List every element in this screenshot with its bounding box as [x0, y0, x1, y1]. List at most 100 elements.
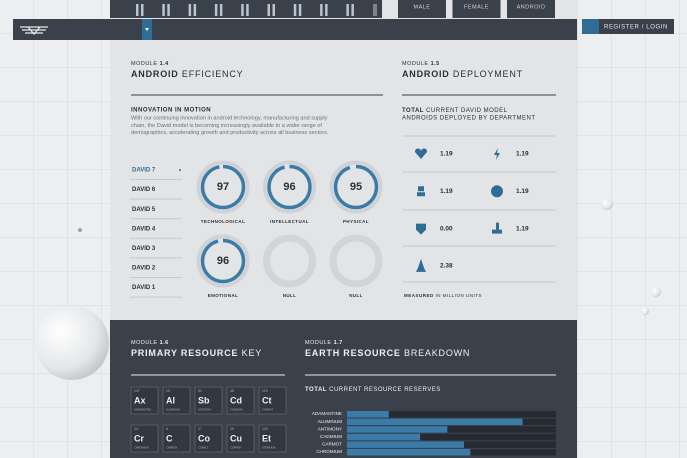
element-number: 29: [230, 427, 234, 431]
dropdown-arrow: [145, 28, 149, 31]
sphere: [35, 306, 109, 380]
main-panel: [110, 0, 577, 320]
element-symbol: Ax: [134, 395, 146, 405]
element-tile: [162, 424, 191, 453]
thumbnail: [214, 4, 218, 16]
element-name: CARBON: [166, 446, 177, 450]
element-number: 51: [198, 389, 202, 393]
element-tile: [130, 424, 159, 453]
gauge-track: [196, 160, 250, 214]
model-item[interactable]: DAVID 3: [132, 246, 156, 252]
element-name: ALUMINUM: [166, 408, 180, 412]
gender-button[interactable]: [398, 0, 446, 18]
gauge-label: NULL: [349, 293, 363, 298]
element-number: 119: [262, 389, 268, 393]
bar: [347, 441, 465, 448]
login-icon: [582, 19, 599, 34]
thumbnail: [136, 4, 139, 16]
element-name: COPPER: [230, 446, 241, 450]
element-name: ANTIMONY: [198, 408, 212, 412]
model-item[interactable]: DAVID 7: [132, 168, 156, 174]
section-heading: ANDROIDS DEPLOYED BY DEPARTMENT: [402, 116, 536, 122]
element-symbol: Et: [262, 433, 271, 443]
gauge-value: 96: [283, 181, 295, 193]
gauge-track: [263, 160, 316, 214]
thumbnail-strip: [110, 0, 382, 18]
thumbnail: [351, 4, 354, 16]
footnote: MEASURED IN MILLION UNITS: [404, 293, 482, 298]
module-label-part: MODULE: [131, 61, 158, 67]
bar: [347, 418, 523, 426]
chart-subtitle-part: TOTAL: [305, 387, 327, 393]
gauge-arc: [333, 164, 379, 210]
thumbnail: [167, 4, 170, 16]
gender-button[interactable]: [507, 0, 555, 18]
logo: [20, 26, 48, 35]
gauge-arc: [200, 238, 246, 284]
bar-label: ADAMANTINE: [312, 411, 342, 416]
header-bar: [13, 19, 577, 40]
gauge-label: EMOTIONAL: [208, 293, 239, 298]
module-title-part: DEPLOYMENT: [453, 69, 523, 79]
gauge-value: 96: [217, 255, 229, 267]
model-item[interactable]: DAVID 4: [132, 226, 156, 232]
thumbnail: [246, 4, 249, 16]
element-tile: [130, 386, 159, 415]
module-label-part: 1.6: [160, 340, 169, 346]
bar-track: [347, 411, 556, 418]
module-label-part: MODULE: [305, 340, 332, 346]
element-number: 147: [134, 389, 140, 393]
model-item[interactable]: DAVID 6: [132, 187, 156, 193]
model-item[interactable]: DAVID 1: [132, 285, 156, 291]
bar-label: ANTIMONY: [318, 426, 342, 431]
model-item[interactable]: DAVID 2: [132, 266, 156, 272]
module-label-part: 1.5: [431, 61, 440, 67]
element-tile: [194, 424, 223, 453]
thumbnail: [325, 4, 328, 16]
gauge-label: TECHNOLOGICAL: [201, 219, 245, 224]
element-number: 48: [230, 389, 234, 393]
module-title-part: EARTH RESOURCE: [305, 348, 401, 358]
thumbnail: [188, 4, 192, 16]
module-label: MODULE 1.7: [305, 340, 343, 346]
thumbnail: [272, 4, 275, 16]
bar-label: ALUMINUM: [317, 419, 342, 424]
module-title-part: ANDROID: [131, 69, 179, 79]
element-tile: [258, 424, 287, 453]
department-value: 2.38: [440, 263, 453, 270]
module-label-part: 1.7: [334, 340, 343, 346]
gauge-value: 95: [350, 181, 362, 193]
element-name: CADMIUM: [230, 408, 242, 412]
thumbnail: [219, 4, 223, 16]
chart-subtitle-part: CURRENT RESOURCE RESERVES: [329, 387, 441, 393]
bar-track: [347, 426, 556, 433]
thumbnail: [193, 4, 197, 16]
gender-label: MALE: [414, 4, 431, 10]
department-value: 1.19: [440, 188, 453, 195]
sphere: [601, 198, 613, 210]
department-value: 1.19: [440, 151, 453, 158]
thumbnail: [320, 4, 323, 16]
model-item[interactable]: DAVID 5: [132, 207, 156, 213]
element-tile: [226, 386, 255, 415]
body-text: demographics, accelerating growth and pr…: [131, 130, 329, 136]
element-number: 120: [262, 427, 268, 431]
gender-button[interactable]: [452, 0, 501, 18]
element-symbol: C: [166, 433, 173, 443]
gauge-arc: [267, 164, 312, 210]
department-value: 1.19: [516, 225, 529, 232]
gauge-track: [263, 234, 316, 288]
thumbnail: [346, 4, 349, 16]
login-button[interactable]: [582, 19, 674, 34]
thumbnail: [298, 4, 302, 16]
module-title: ANDROID EFFICIENCY: [131, 69, 243, 79]
element-number: 24: [134, 427, 138, 431]
department-value: 1.19: [516, 151, 529, 158]
department-icon: [416, 223, 426, 235]
content: MALE FEMALE ANDROID MODULE 1.4 ANDROID EFFIC…: [130, 0, 556, 456]
section-heading: INNOVATION IN MOTION: [131, 108, 211, 114]
element-tile: [226, 424, 255, 453]
footnote-part: MEASURED: [404, 293, 434, 298]
gauge-label: PHYSICAL: [343, 219, 369, 224]
